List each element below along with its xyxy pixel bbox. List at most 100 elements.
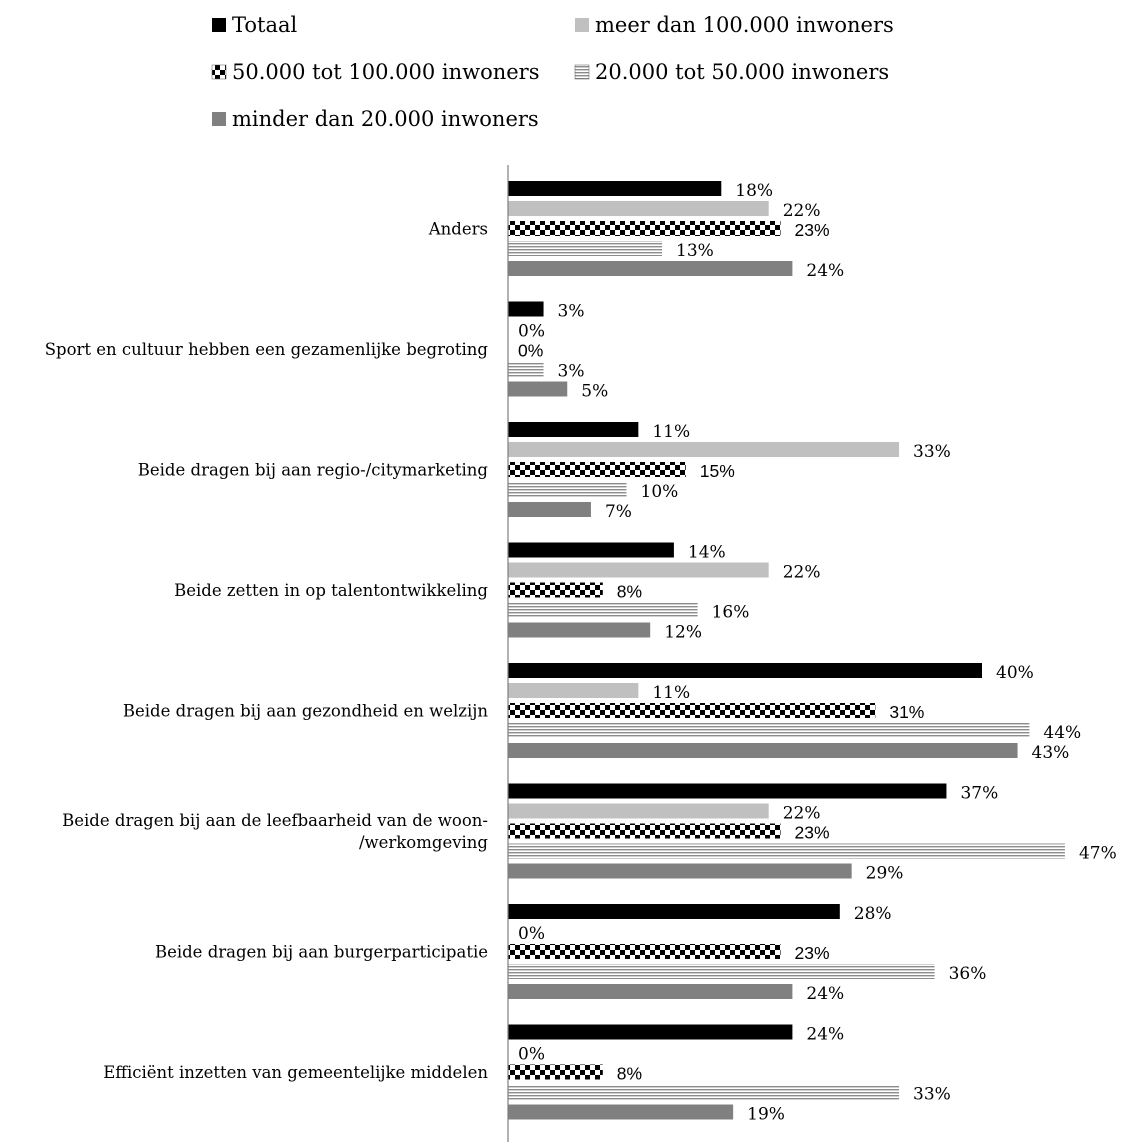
data-label: 10%	[641, 482, 679, 502]
data-label: 0%	[518, 924, 545, 944]
bar-totaal	[508, 181, 722, 196]
data-label: 44%	[1043, 723, 1081, 743]
bars	[508, 181, 1065, 1120]
category-label: Anders	[428, 220, 488, 239]
legend-swatch-20-000-tot-50-000-inwoners	[574, 64, 590, 80]
data-label: 0%	[518, 341, 543, 361]
bar-minder-dan-20-000-inwoners	[508, 381, 568, 397]
category-label: Efficiënt inzetten van gemeentelijke mid…	[103, 1063, 488, 1082]
data-label: 3%	[558, 362, 585, 382]
bar-minder-dan-20-000-inwoners	[508, 743, 1018, 758]
legend: Totaal meer dan 100.000 inwoners 50.000 to…	[211, 13, 894, 131]
bar-meer-dan-100-000-inwoners	[508, 201, 769, 216]
bar-50-000-tot-100-000-inwoners	[508, 582, 603, 598]
category-label: /werkomgeving	[359, 833, 488, 852]
bar-50-000-tot-100-000-inwoners	[508, 1064, 603, 1080]
bar-20-000-tot-50-000-inwoners	[508, 723, 1030, 738]
data-label: 0%	[518, 1045, 545, 1065]
bar-20-000-tot-50-000-inwoners	[508, 843, 1065, 859]
data-label: 11%	[652, 683, 690, 703]
data-label: 0%	[518, 322, 545, 342]
data-labels: 18%22%23%13%24%3%0%0%3%5%11%33%15%10%7%1…	[518, 181, 1117, 1125]
bar-minder-dan-20-000-inwoners	[508, 502, 591, 517]
bar-totaal	[508, 422, 639, 437]
bar-minder-dan-20-000-inwoners	[508, 863, 852, 879]
data-label: 14%	[688, 543, 726, 563]
bar-50-000-tot-100-000-inwoners	[508, 823, 781, 839]
data-label: 5%	[581, 382, 608, 402]
bar-totaal	[508, 1024, 793, 1040]
legend-label-50-000-tot-100-000-inwoners: 50.000 tot 100.000 inwoners	[232, 60, 540, 84]
legend-label-minder-dan-20-000-inwoners: minder dan 20.000 inwoners	[232, 107, 539, 131]
legend-swatch-totaal	[212, 18, 226, 32]
data-label: 15%	[700, 461, 735, 481]
category-label: Beide dragen bij aan regio-/citymarketin…	[138, 461, 489, 480]
data-label: 8%	[617, 582, 642, 602]
data-label: 11%	[652, 422, 690, 442]
bar-meer-dan-100-000-inwoners	[508, 442, 900, 457]
bar-minder-dan-20-000-inwoners	[508, 622, 651, 638]
bar-minder-dan-20-000-inwoners	[508, 261, 793, 276]
data-label: 8%	[617, 1064, 642, 1084]
data-label: 19%	[747, 1105, 785, 1125]
data-label: 16%	[712, 603, 750, 623]
legend-label-20-000-tot-50-000-inwoners: 20.000 tot 50.000 inwoners	[595, 60, 889, 84]
legend-swatch-minder-dan-20-000-inwoners	[212, 112, 226, 126]
bar-20-000-tot-50-000-inwoners	[508, 482, 627, 497]
bar-totaal	[508, 783, 947, 799]
data-label: 33%	[913, 442, 951, 462]
data-label: 13%	[676, 241, 714, 261]
bar-20-000-tot-50-000-inwoners	[508, 1084, 900, 1100]
data-label: 12%	[664, 623, 702, 643]
category-labels: Anders Sport en cultuur hebben een gezame…	[45, 220, 489, 1083]
category-label: Beide dragen bij aan de leefbaarheid van…	[62, 811, 488, 830]
bar-50-000-tot-100-000-inwoners	[508, 944, 781, 959]
data-label: 7%	[605, 502, 632, 522]
legend-swatch-meer-dan-100-000-inwoners	[575, 18, 589, 32]
data-label: 23%	[795, 220, 830, 240]
data-label: 23%	[795, 943, 830, 963]
bar-meer-dan-100-000-inwoners	[508, 562, 769, 578]
data-label: 22%	[783, 201, 821, 221]
data-label: 31%	[889, 702, 924, 722]
data-label: 24%	[806, 1025, 844, 1045]
data-label: 28%	[854, 904, 892, 924]
legend-label-meer-dan-100-000-inwoners: meer dan 100.000 inwoners	[595, 13, 894, 37]
category-label: Beide dragen bij aan gezondheid en welzi…	[123, 702, 488, 721]
data-label: 43%	[1032, 743, 1070, 763]
bar-totaal	[508, 904, 840, 919]
data-label: 3%	[558, 302, 585, 322]
data-label: 24%	[806, 261, 844, 281]
bar-20-000-tot-50-000-inwoners	[508, 602, 698, 618]
bar-meer-dan-100-000-inwoners	[508, 803, 769, 819]
bar-minder-dan-20-000-inwoners	[508, 984, 793, 999]
data-label: 37%	[960, 784, 998, 804]
legend-swatch-50-000-tot-100-000-inwoners	[211, 64, 227, 80]
bar-totaal	[508, 301, 544, 317]
bar-50-000-tot-100-000-inwoners	[508, 221, 781, 236]
category-label: Beide zetten in op talentontwikkeling	[174, 581, 488, 600]
data-label: 23%	[795, 823, 830, 843]
bar-20-000-tot-50-000-inwoners	[508, 241, 663, 256]
category-label: Sport en cultuur hebben een gezamenlijke…	[45, 340, 489, 359]
data-label: 29%	[866, 864, 904, 884]
data-label: 47%	[1079, 844, 1117, 864]
data-label: 18%	[735, 181, 773, 201]
bar-minder-dan-20-000-inwoners	[508, 1104, 734, 1120]
data-label: 36%	[949, 964, 987, 984]
data-label: 33%	[913, 1085, 951, 1105]
bar-20-000-tot-50-000-inwoners	[508, 361, 544, 377]
bar-50-000-tot-100-000-inwoners	[508, 462, 686, 477]
bar-totaal	[508, 542, 674, 558]
data-label: 40%	[996, 663, 1034, 683]
bar-totaal	[508, 663, 982, 678]
data-label: 24%	[806, 984, 844, 1004]
data-label: 22%	[783, 804, 821, 824]
bar-50-000-tot-100-000-inwoners	[508, 703, 876, 718]
data-label: 22%	[783, 563, 821, 583]
bar-meer-dan-100-000-inwoners	[508, 683, 639, 698]
bar-20-000-tot-50-000-inwoners	[508, 964, 935, 979]
legend-label-totaal: Totaal	[232, 13, 297, 37]
category-label: Beide dragen bij aan burgerparticipatie	[155, 943, 488, 962]
